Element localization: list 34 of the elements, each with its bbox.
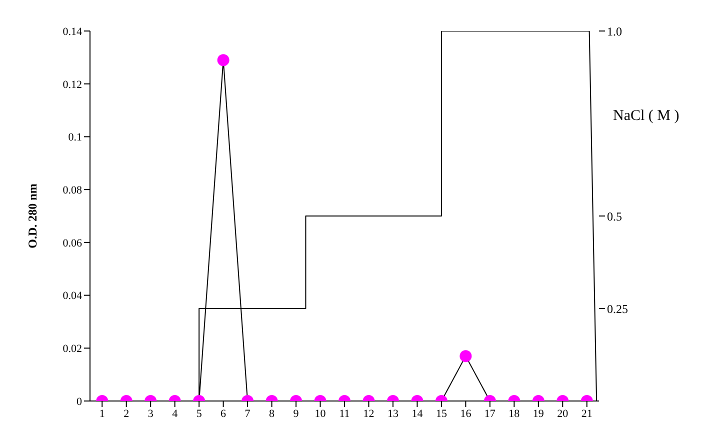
x-tick-label: 20: [557, 408, 569, 420]
x-tick-label: 19: [532, 408, 544, 420]
y-tick-label: 0.14: [62, 26, 82, 38]
x-tick-label: 14: [412, 408, 424, 420]
x-tick-label: 17: [484, 408, 496, 420]
x-tick-label: 12: [363, 408, 374, 420]
y2-tick-label: 1.0: [607, 24, 622, 38]
x-tick-label: 4: [172, 408, 178, 420]
x-tick-label: 21: [581, 408, 592, 420]
y-tick-label: 0.04: [62, 290, 82, 302]
x-tick-label: 11: [339, 408, 350, 420]
y-tick-label: 0.08: [62, 184, 82, 196]
y-tick-label: 0.1: [68, 132, 82, 144]
x-tick-label: 5: [196, 408, 202, 420]
x-tick-label: 13: [387, 408, 399, 420]
x-tick-label: 6: [220, 408, 227, 420]
x-tick-label: 16: [460, 408, 472, 420]
y-tick-label: 0.06: [62, 237, 82, 250]
y2-tick-label: 0.5: [607, 209, 622, 224]
y-tick-label: 0.12: [62, 78, 82, 91]
x-tick-label: 1: [99, 408, 105, 420]
y2-tick-label: 0.25: [607, 302, 628, 316]
y-tick-label: 0.02: [62, 343, 82, 356]
y2-axis-title: NaCl ( M ): [613, 108, 680, 125]
x-tick-label: 18: [508, 408, 520, 420]
x-tick-label: 2: [124, 408, 130, 420]
x-tick-label: 10: [314, 408, 326, 420]
x-tick-label: 7: [244, 408, 251, 420]
x-tick-label: 9: [293, 408, 300, 420]
x-tick-label: 15: [436, 408, 448, 420]
x-tick-label: 3: [148, 408, 154, 420]
x-tick-label: 8: [269, 408, 276, 420]
y-tick-label: 0: [76, 396, 82, 408]
y-axis-title: O.D. 280 nm: [25, 184, 40, 248]
